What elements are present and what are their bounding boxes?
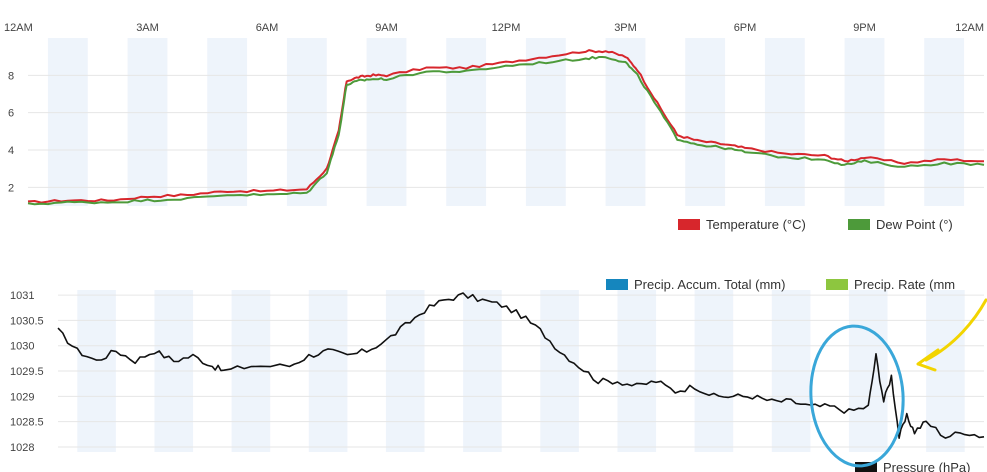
y-tick-label: 6 <box>8 108 14 120</box>
pointer-arrow <box>924 298 987 362</box>
hour-band <box>605 38 646 206</box>
series-line <box>27 55 985 206</box>
series-line <box>57 292 985 439</box>
legend-item[interactable]: Dew Point (°) <box>848 217 953 232</box>
hour-band <box>924 38 965 206</box>
x-tick-label: 9AM <box>375 22 398 34</box>
legend-swatch <box>855 462 877 472</box>
y-tick-label: 1029 <box>10 391 34 403</box>
legend-item[interactable]: Precip. Accum. Total (mm) <box>606 277 785 292</box>
legend-label: Dew Point (°) <box>876 217 953 232</box>
hour-band <box>207 38 248 206</box>
pressure-chart: 1031 1030.5 1030 1029.5 1029 1028.5 1028 Preci… <box>10 277 985 472</box>
x-tick-label: 6PM <box>734 22 757 34</box>
top-hour-bands <box>47 38 965 206</box>
hour-band <box>764 38 805 206</box>
y-tick-label: 1031 <box>10 290 34 302</box>
hour-band <box>127 38 168 206</box>
legend-item[interactable]: Pressure (hPa) <box>855 460 970 472</box>
x-tick-label: 12AM <box>955 22 984 34</box>
y-tick-label: 1030.5 <box>10 315 44 327</box>
y-tick-label: 1030 <box>10 341 34 353</box>
y-tick-label: 1029.5 <box>10 366 44 378</box>
top-series-lines <box>27 49 985 206</box>
y-tick-label: 1028 <box>10 442 34 454</box>
top-y-axis-ticks: 2 4 6 8 <box>8 70 14 194</box>
legend-label: Precip. Rate (mm <box>854 277 955 292</box>
hour-band <box>525 38 566 206</box>
hour-band <box>446 38 487 206</box>
y-tick-label: 8 <box>8 70 14 82</box>
series-line <box>27 49 984 204</box>
legend-swatch <box>826 279 848 290</box>
annotations <box>809 298 987 468</box>
top-x-axis-ticks: 12AM 3AM 6AM 9AM 12PM 3PM 6PM 9PM 12AM <box>4 22 984 34</box>
x-tick-label: 3PM <box>614 22 637 34</box>
bottom-series-lines <box>57 292 985 439</box>
y-tick-label: 2 <box>8 182 14 194</box>
top-gridlines <box>28 74 984 188</box>
hour-band <box>366 38 407 206</box>
x-tick-label: 3AM <box>136 22 159 34</box>
x-tick-label: 9PM <box>853 22 876 34</box>
legend-label: Temperature (°C) <box>706 217 806 232</box>
legend-swatch <box>678 219 700 230</box>
temperature-dewpoint-chart: 12AM 3AM 6AM 9AM 12PM 3PM 6PM 9PM 12AM 2 4 6 8 Temp… <box>4 22 985 232</box>
x-tick-label: 12AM <box>4 22 33 34</box>
bottom-gridlines <box>58 294 984 448</box>
x-tick-label: 6AM <box>256 22 279 34</box>
hour-band <box>47 38 88 206</box>
arrow-head <box>916 348 940 372</box>
highlight-circle <box>809 324 905 468</box>
hour-band <box>844 38 885 206</box>
legend-swatch <box>606 279 628 290</box>
legend-label: Precip. Accum. Total (mm) <box>634 277 785 292</box>
x-tick-label: 12PM <box>492 22 521 34</box>
legend-item[interactable]: Precip. Rate (mm <box>826 277 955 292</box>
legend-swatch <box>848 219 870 230</box>
y-tick-label: 1028.5 <box>10 417 44 429</box>
hour-band <box>685 38 726 206</box>
y-tick-label: 4 <box>8 145 14 157</box>
bottom-legend[interactable]: Precip. Accum. Total (mm) Precip. Rate (m… <box>606 277 970 472</box>
bottom-y-axis-ticks: 1031 1030.5 1030 1029.5 1029 1028.5 1028 <box>10 290 44 454</box>
top-legend[interactable]: Temperature (°C) Dew Point (°) <box>678 217 953 232</box>
legend-item[interactable]: Temperature (°C) <box>678 217 806 232</box>
legend-label: Pressure (hPa) <box>883 460 970 472</box>
hour-band <box>286 38 327 206</box>
